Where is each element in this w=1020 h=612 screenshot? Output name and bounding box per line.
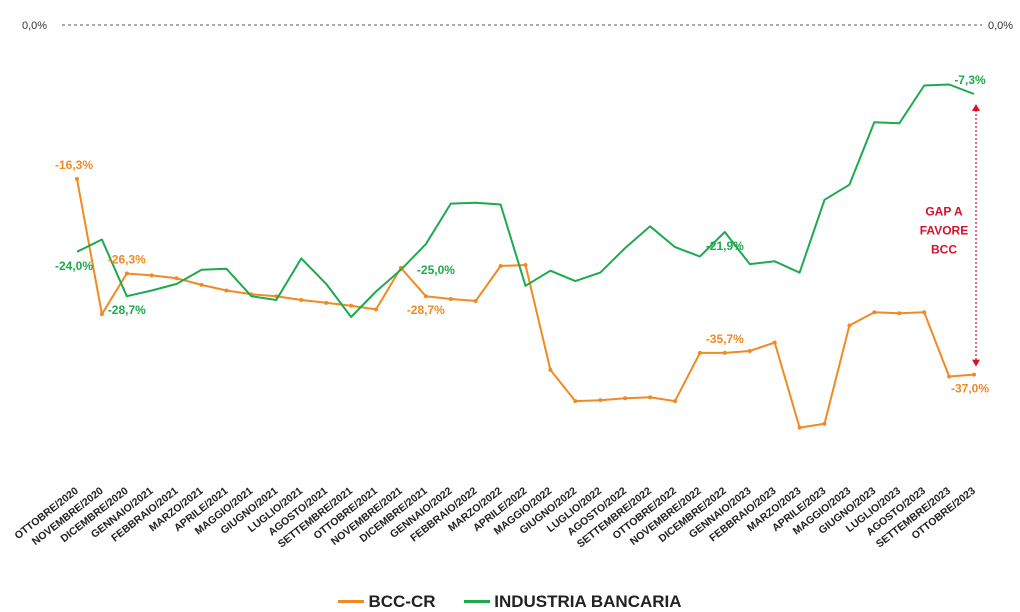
series-point-0-9 <box>299 297 304 302</box>
series-point-0-27 <box>747 349 752 354</box>
series-line-0 <box>76 178 975 429</box>
series-point-0-35 <box>947 374 952 379</box>
zero-label-left: 0,0% <box>22 20 47 32</box>
series-point-0-6 <box>224 288 229 293</box>
series-point-0-12 <box>374 307 378 312</box>
series-point-0-20 <box>573 399 578 404</box>
data-label-0: -16,3% <box>55 158 93 172</box>
series-point-0-1 <box>99 312 104 317</box>
series-point-0-3 <box>149 273 154 278</box>
gap-arrow-head-top <box>972 103 980 111</box>
series-layer <box>75 83 976 430</box>
data-label-3: -35,7% <box>706 332 744 346</box>
x-axis-tick-labels: OTTOBRE/2020NOVEMBRE/2020DICEMBRE/2020GE… <box>12 485 978 551</box>
legend-item-industria: INDUSTRIA BANCARIA <box>464 591 682 612</box>
series-point-0-26 <box>722 350 727 355</box>
data-label-6: -28,7% <box>108 303 146 317</box>
zero-label-right: 0,0% <box>988 20 1013 32</box>
data-label-2: -28,7% <box>407 303 445 317</box>
series-point-0-30 <box>822 421 827 426</box>
series-point-0-34 <box>922 310 927 315</box>
gap-annotation-line-0: GAP A <box>925 204 963 218</box>
series-point-0-19 <box>548 367 553 372</box>
series-line-1 <box>76 83 975 318</box>
series-point-0-16 <box>473 298 478 303</box>
gap-arrow-head-bottom <box>972 359 980 367</box>
data-label-9: -7,3% <box>954 73 986 87</box>
legend-swatch-industria <box>464 600 491 603</box>
series-point-0-29 <box>797 425 802 430</box>
data-label-1: -26,3% <box>108 253 146 267</box>
series-point-0-2 <box>124 271 129 276</box>
series-point-0-31 <box>847 323 852 328</box>
series-point-0-36 <box>972 372 976 377</box>
gap-annotation: GAP A FAVORE BCC <box>920 103 980 367</box>
series-point-0-22 <box>623 396 628 401</box>
data-label-4: -37,0% <box>951 382 989 396</box>
series-point-0-21 <box>598 398 603 403</box>
gap-annotation-line-2: BCC <box>931 242 957 256</box>
legend-swatch-bcc <box>338 600 365 603</box>
line-chart: 0,0% 0,0% -16,3% -26,3% -28,7% -35,7% -37,0%… <box>12 20 1013 551</box>
legend-label-industria: INDUSTRIA BANCARIA <box>494 591 682 611</box>
series-point-0-25 <box>697 350 702 355</box>
series-point-0-11 <box>349 303 354 308</box>
series-point-0-28 <box>772 340 777 345</box>
series-point-0-17 <box>498 263 503 268</box>
series-point-0-24 <box>673 399 677 404</box>
legend: BCC-CR INDUSTRIA BANCARIA <box>0 588 1020 612</box>
data-label-8: -21,9% <box>706 239 744 253</box>
legend-label-bcc: BCC-CR <box>368 591 436 611</box>
data-label-5: -24,0% <box>55 259 93 273</box>
series-point-0-32 <box>872 310 877 315</box>
series-point-0-14 <box>423 294 428 299</box>
series-point-0-33 <box>897 311 902 316</box>
series-point-0-4 <box>174 276 179 281</box>
series-point-0-0 <box>75 177 79 182</box>
series-point-0-5 <box>199 282 204 287</box>
data-label-7: -25,0% <box>417 263 455 277</box>
legend-item-bcc: BCC-CR <box>338 591 436 612</box>
series-point-0-15 <box>448 297 453 302</box>
data-labels-layer: -16,3% -26,3% -28,7% -35,7% -37,0% -24,0% -28,… <box>55 73 989 396</box>
series-point-0-18 <box>523 263 528 268</box>
gap-annotation-line-1: FAVORE <box>920 223 968 237</box>
series-point-0-23 <box>648 395 653 400</box>
series-point-0-10 <box>324 300 329 305</box>
